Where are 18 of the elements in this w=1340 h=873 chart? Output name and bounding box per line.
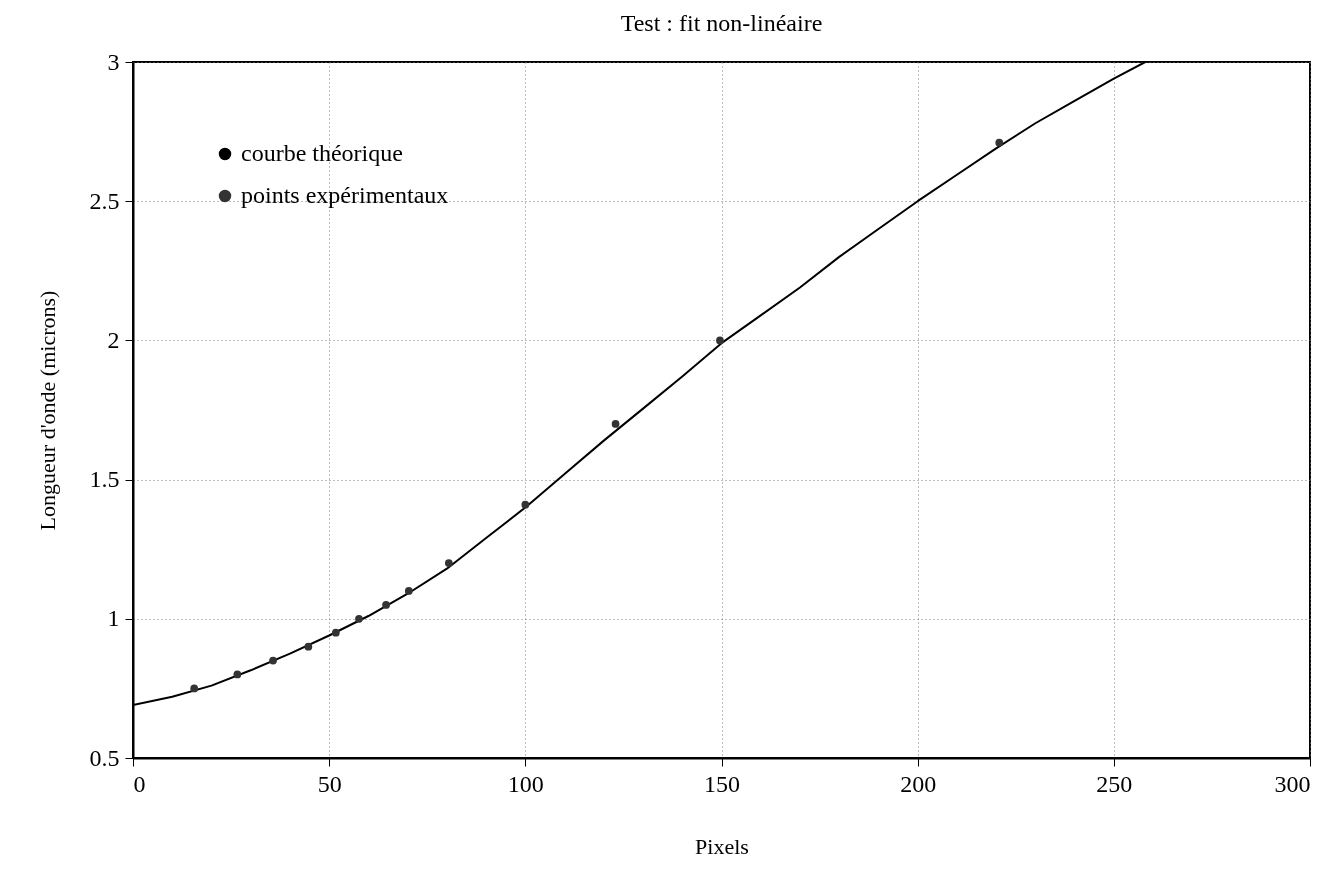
x-tick-label: 50: [317, 770, 342, 797]
x-tick-label: 200: [900, 770, 937, 797]
x-tick-label: 150: [704, 770, 740, 797]
y-tick-label: 2: [107, 326, 120, 353]
chart-title: Test : fit non-linéaire: [620, 10, 823, 36]
x-tick-label: 250: [1096, 770, 1133, 797]
y-tick-label: 0.5: [89, 744, 120, 771]
x-tick-label: 0: [133, 770, 146, 797]
x-axis-title: Pixels: [695, 833, 749, 859]
x-tick-label: 300: [1274, 770, 1311, 797]
y-axis-title: Longueur d'onde (microns): [34, 290, 60, 531]
y-tick-label: 1.5: [89, 466, 120, 493]
y-tick-label: 1: [107, 605, 120, 632]
y-tick-label: 2.5: [89, 187, 120, 214]
legend-label: courbe théorique: [241, 140, 403, 166]
y-tick-label: 3: [107, 48, 120, 75]
legend-label: points expérimentaux: [241, 182, 449, 208]
x-tick-label: 100: [507, 770, 544, 797]
